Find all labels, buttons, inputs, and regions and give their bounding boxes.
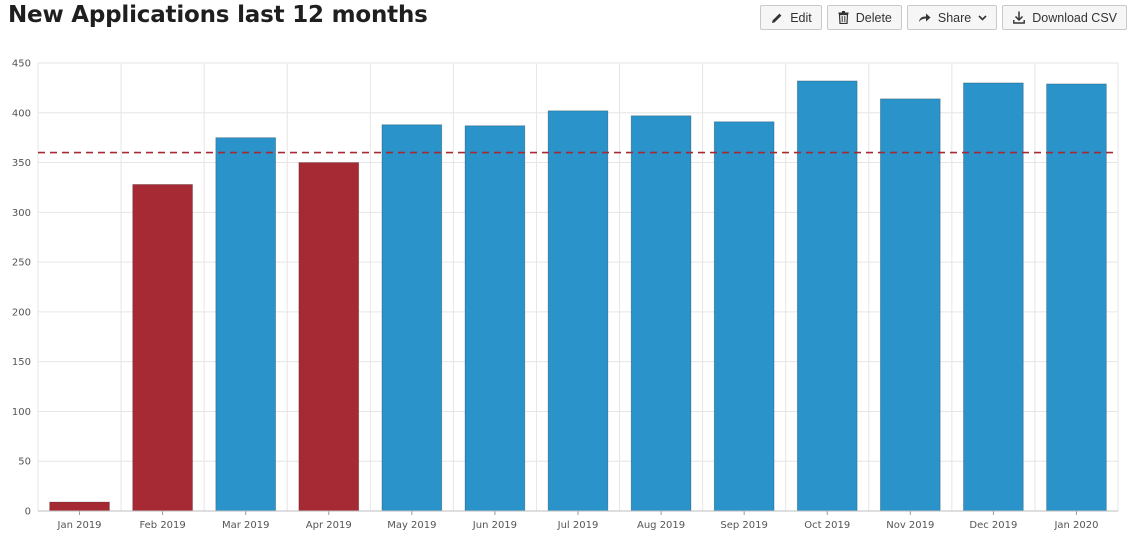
y-tick-label: 200 <box>12 307 31 318</box>
bar <box>132 184 193 512</box>
delete-button-label: Delete <box>855 10 892 25</box>
trash-icon <box>838 11 849 24</box>
bar <box>381 124 443 512</box>
share-button-label: Share <box>937 10 972 25</box>
page-title: New Applications last 12 months <box>8 2 428 28</box>
bar <box>547 110 609 512</box>
y-tick-label: 250 <box>12 258 31 269</box>
bar <box>1046 83 1107 512</box>
x-tick-label: Jan 2019 <box>57 520 102 531</box>
download-icon <box>1013 11 1026 24</box>
x-tick-label: Dec 2019 <box>969 520 1017 531</box>
y-tick-label: 400 <box>12 108 31 119</box>
y-tick-label: 300 <box>12 208 31 219</box>
bar <box>215 137 277 512</box>
chart-toolbar: Edit Delete Share Download CSV <box>760 5 1127 30</box>
bar <box>880 98 941 512</box>
x-tick-label: Mar 2019 <box>222 520 270 531</box>
x-tick-label: Feb 2019 <box>139 520 185 531</box>
x-tick-label: Nov 2019 <box>886 520 934 531</box>
share-button[interactable]: Share <box>906 5 998 30</box>
chevron-down-icon <box>978 14 987 21</box>
y-tick-label: 150 <box>12 357 31 368</box>
download-csv-button[interactable]: Download CSV <box>1002 5 1127 30</box>
bar <box>796 80 858 512</box>
x-tick-label: May 2019 <box>387 520 436 531</box>
x-tick-label: Oct 2019 <box>804 520 850 531</box>
x-tick-label: Jun 2019 <box>472 520 517 531</box>
y-tick-label: 100 <box>12 407 31 418</box>
bar <box>49 501 110 512</box>
pencil-icon <box>771 12 783 24</box>
edit-button-label: Edit <box>790 10 812 25</box>
y-tick-label: 0 <box>25 507 31 518</box>
x-tick-label: Sep 2019 <box>720 520 767 531</box>
share-arrow-icon <box>918 12 931 23</box>
bar <box>464 125 526 512</box>
x-tick-label: Jul 2019 <box>557 520 599 531</box>
bar <box>298 162 360 512</box>
y-tick-label: 350 <box>12 158 31 169</box>
delete-button[interactable]: Delete <box>826 5 902 30</box>
download-csv-button-label: Download CSV <box>1032 10 1117 25</box>
bar <box>630 115 692 512</box>
bar <box>713 121 775 512</box>
y-tick-label: 50 <box>18 457 31 468</box>
bar <box>963 82 1024 512</box>
x-tick-label: Aug 2019 <box>637 520 685 531</box>
y-tick-label: 450 <box>12 59 31 70</box>
x-tick-label: Jan 2020 <box>1053 520 1098 531</box>
x-tick-label: Apr 2019 <box>306 520 352 531</box>
edit-button[interactable]: Edit <box>760 5 822 30</box>
